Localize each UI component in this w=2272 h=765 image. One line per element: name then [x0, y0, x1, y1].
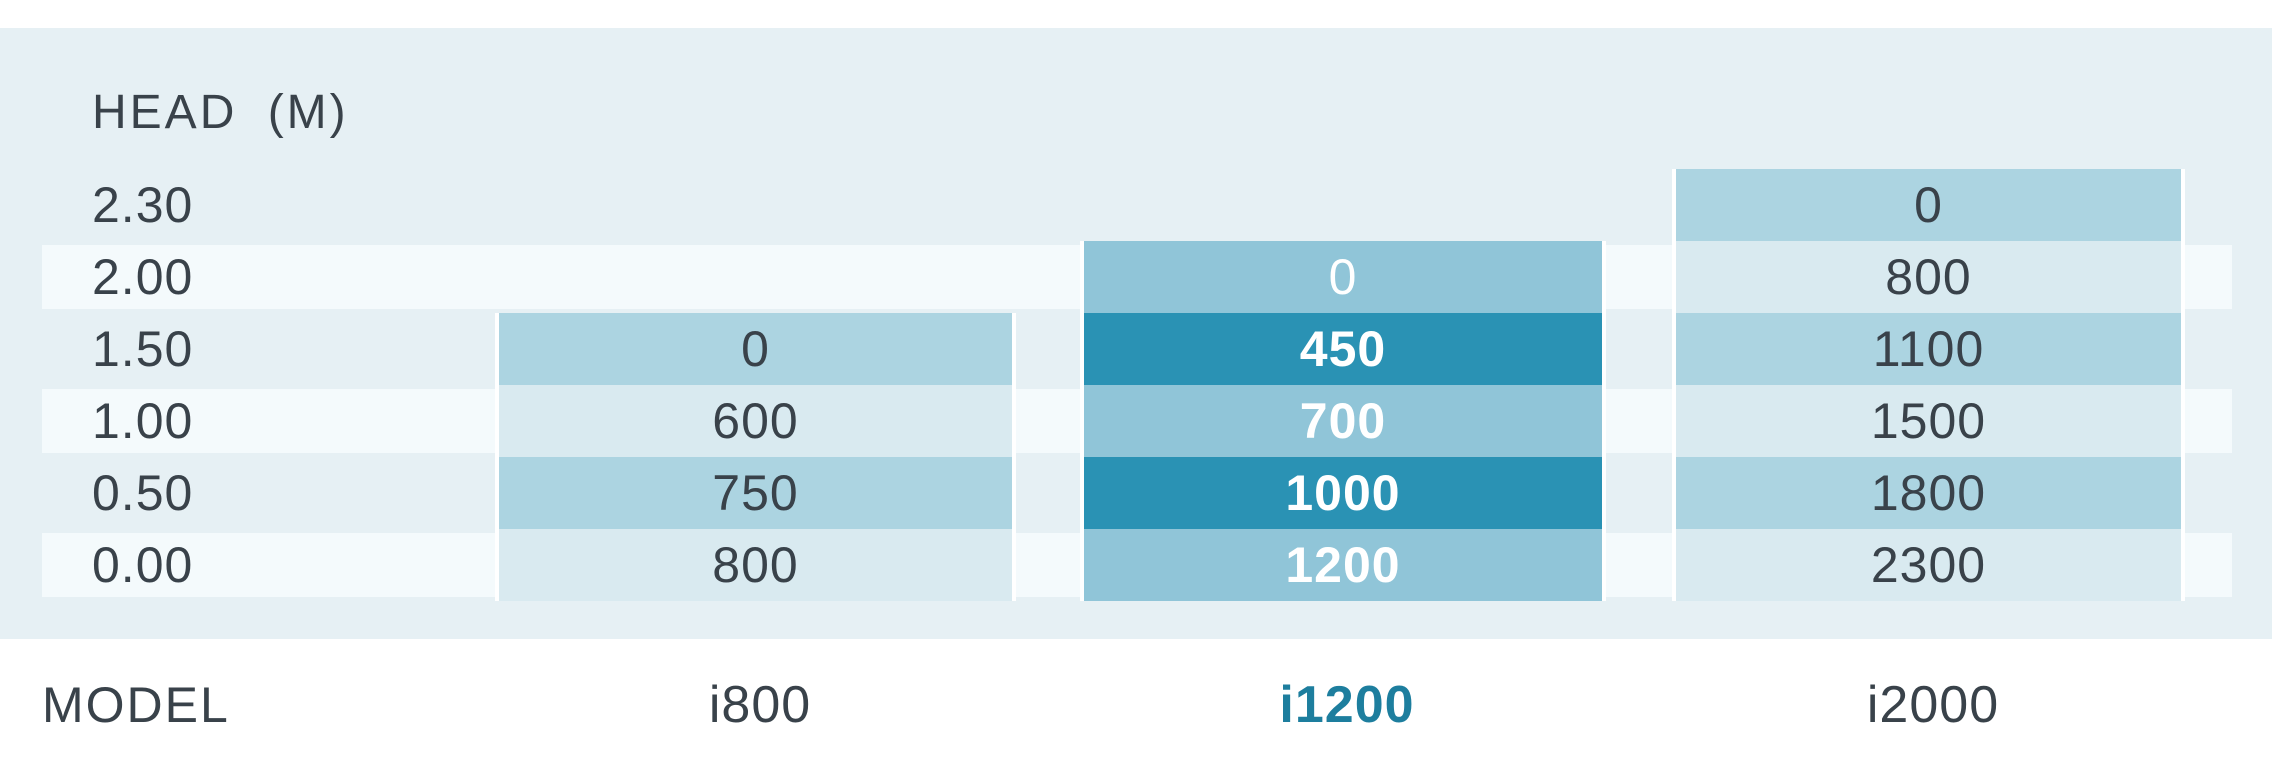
flow-cell-i800-1-50: 0	[499, 313, 1012, 385]
model-name-i1200: i1200	[1279, 676, 1415, 734]
flow-cell-i1200-0-50: 1000	[1084, 457, 1602, 529]
flow-cell-i2000-2-00: 800	[1676, 241, 2181, 313]
model-row-label: MODEL	[42, 677, 230, 733]
flow-cell-i800-0-50: 750	[499, 457, 1012, 529]
head-axis-label: HEAD (M)	[92, 85, 349, 139]
row-label-2-30: 2.30	[92, 177, 194, 233]
model-name-i800: i800	[708, 676, 812, 734]
flow-cell-i800-0-00: 800	[499, 529, 1012, 601]
column-i2000: 0 800 1100 1500 1800 2300	[1672, 169, 2185, 601]
flow-cell-i2000-0-00: 2300	[1676, 529, 2181, 601]
column-i800: 0 600 750 800	[495, 313, 1016, 601]
flow-cell-i2000-0-50: 1800	[1676, 457, 2181, 529]
flow-cell-i1200-2-00: 0	[1084, 241, 1602, 313]
flow-cell-i1200-1-00: 700	[1084, 385, 1602, 457]
flow-cell-i2000-2-30: 0	[1676, 169, 2181, 241]
flow-cell-i800-1-00: 600	[499, 385, 1012, 457]
model-name-i2000: i2000	[1866, 676, 2000, 734]
row-label-2-00: 2.00	[92, 249, 194, 305]
flow-cell-i1200-1-50: 450	[1084, 313, 1602, 385]
row-label-1-00: 1.00	[92, 393, 194, 449]
column-i1200-highlighted: 0 450 700 1000 1200	[1080, 241, 1606, 601]
row-label-1-50: 1.50	[92, 321, 194, 377]
flow-cell-i1200-0-00: 1200	[1084, 529, 1602, 601]
flow-cell-i2000-1-00: 1500	[1676, 385, 2181, 457]
row-label-0-50: 0.50	[92, 465, 194, 521]
row-label-0-00: 0.00	[92, 537, 194, 593]
flow-cell-i2000-1-50: 1100	[1676, 313, 2181, 385]
